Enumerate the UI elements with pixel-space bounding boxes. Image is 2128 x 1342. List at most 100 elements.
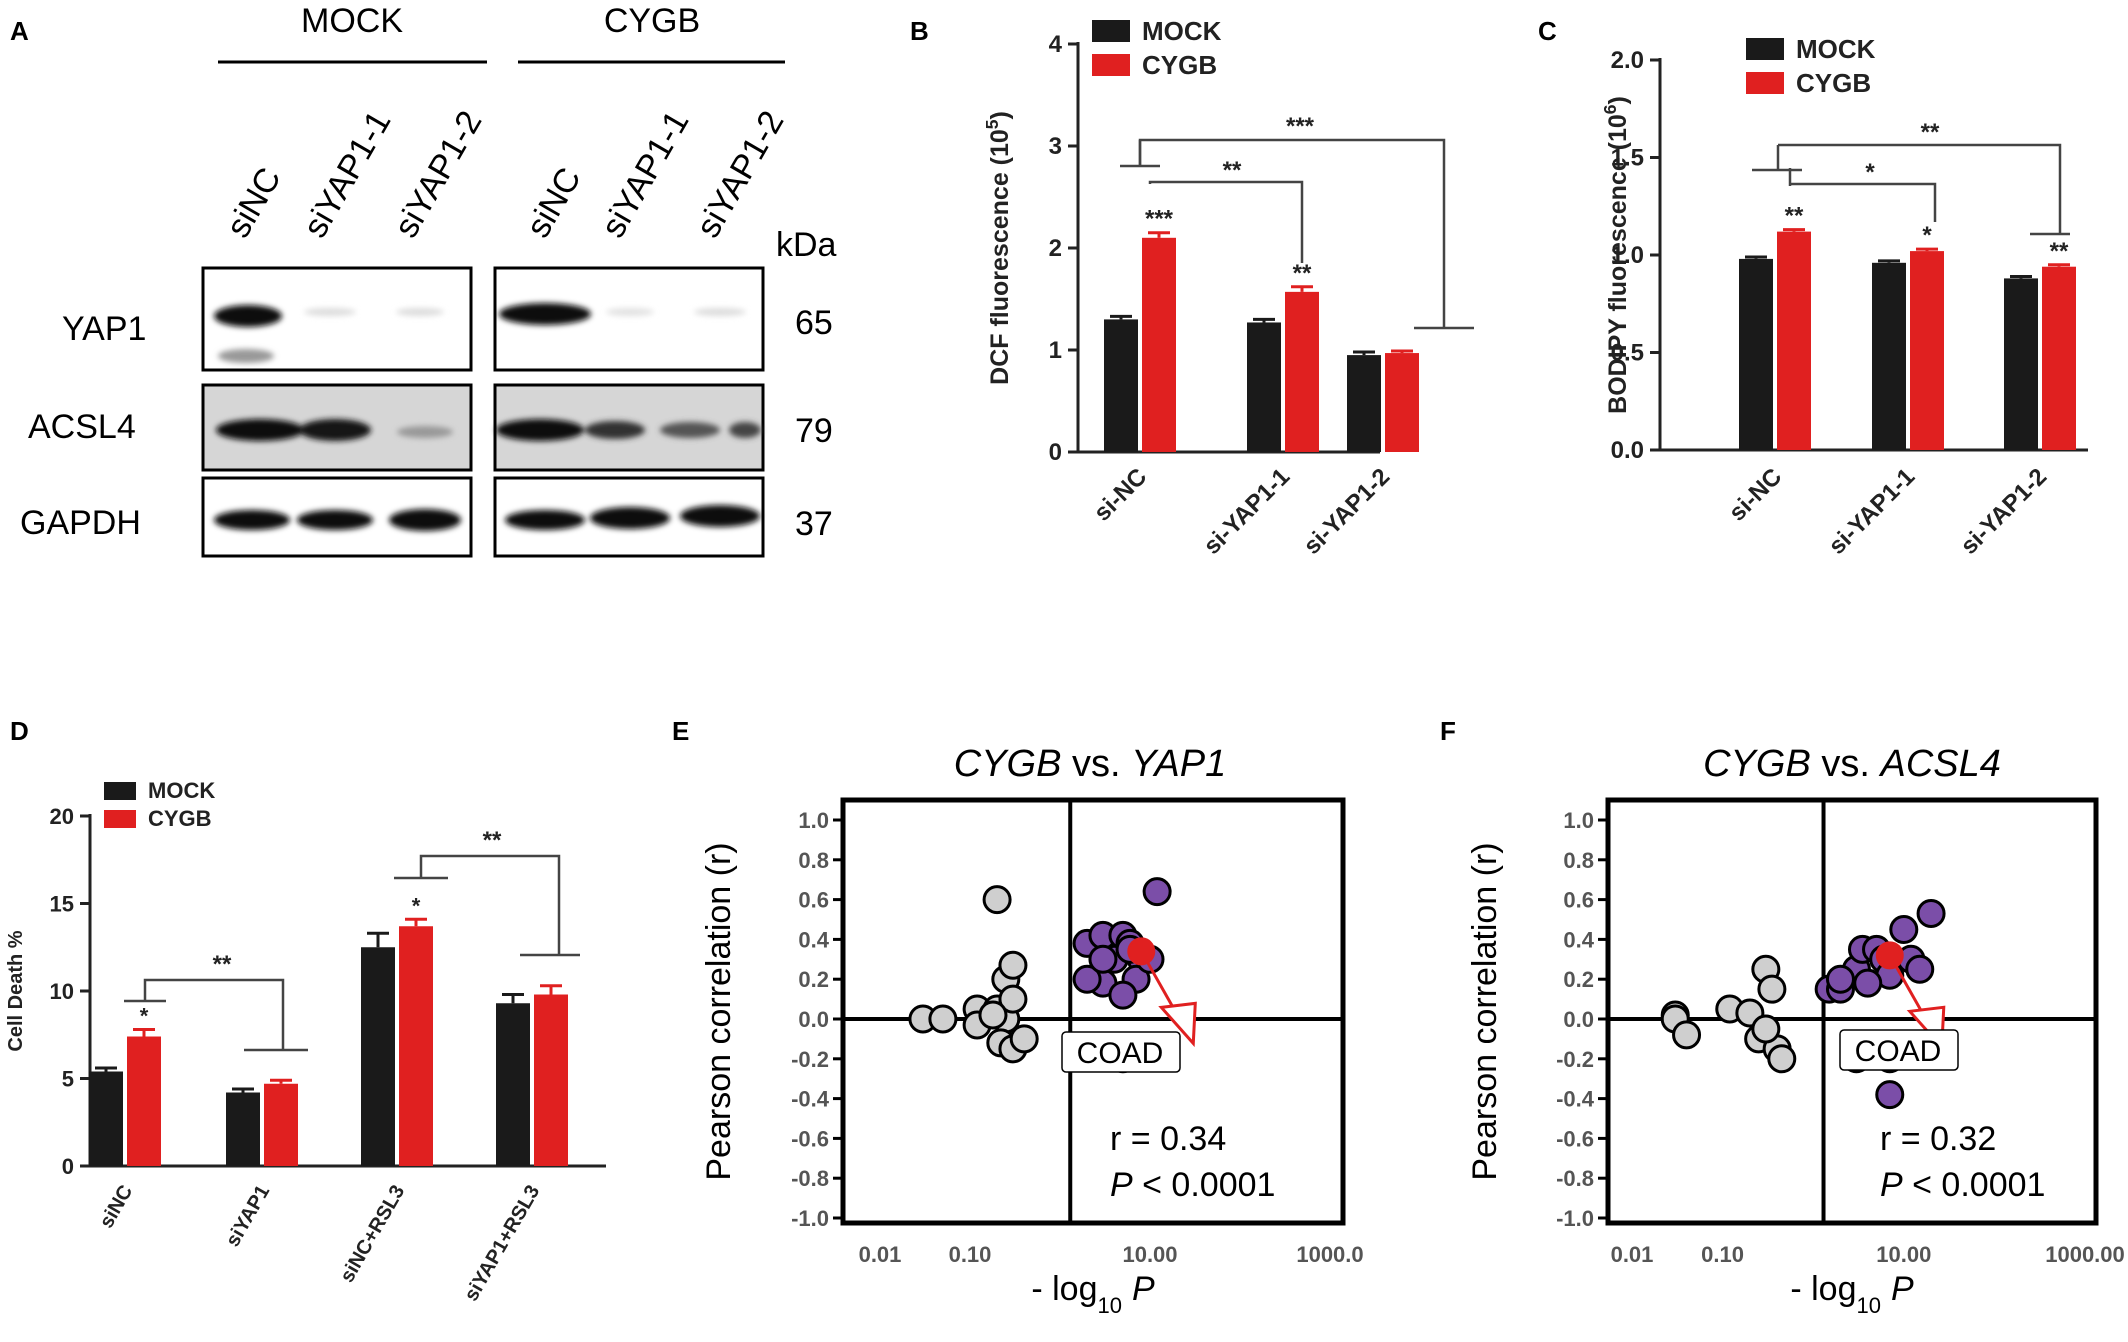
x-tick-label: 10.00 (1122, 1242, 1177, 1267)
chart-title: CYGB vs. YAP1 (954, 743, 1226, 785)
coad-label-box (1839, 1029, 1959, 1071)
y-tick-label: 3 (1049, 133, 1062, 160)
comparison-bracket (1778, 143, 2062, 234)
scatter-point-gray (982, 885, 1012, 915)
y-tick-label: 1.0 (1563, 808, 1594, 833)
blot-kda-header: kDa (776, 226, 837, 264)
category-label: siYAP1 (222, 1182, 275, 1251)
scatter-point-gray (1672, 1020, 1702, 1050)
x-axis-label: - log10 P (1790, 1270, 1914, 1318)
x-tick-label: 0.10 (949, 1242, 992, 1267)
y-tick-label: -0.6 (1556, 1126, 1594, 1151)
y-tick-label: 15 (50, 892, 74, 917)
blot-bands-gapdh (214, 505, 760, 531)
scatter-point-purple (1916, 899, 1946, 929)
y-tick-label: 0.0 (1563, 1007, 1594, 1032)
y-tick-label: 0.2 (1563, 967, 1594, 992)
scatter-point-purple (1088, 944, 1118, 974)
legend-swatch-mock (1092, 20, 1130, 42)
legend-label: CYGB (1796, 68, 1871, 98)
legend-label: MOCK (1796, 34, 1876, 64)
scatter-point-highlight (1875, 941, 1904, 970)
bar-mock (1347, 355, 1381, 452)
scatter-point-gray (998, 950, 1028, 980)
y-tick-label: 20 (50, 804, 74, 829)
significance-star: ** (1293, 260, 1312, 287)
y-axis-label: Cell Death % (5, 930, 27, 1051)
legend-label: MOCK (1142, 16, 1222, 46)
y-tick-label: -1.0 (791, 1206, 829, 1231)
bar-cygb (264, 1083, 298, 1166)
category-label: siNC+RSL3 (336, 1182, 409, 1287)
chart-c: C 0.0 0.5 1.0 1.5 2.0 BODIPY fluorescence (10… (1538, 16, 2088, 560)
panel-a: A MOCK CYGB siNC siYAP1-1 siYAP1-2 siNC … (10, 2, 837, 558)
y-tick-label: 0 (62, 1154, 74, 1179)
scatter-point-gray (998, 984, 1028, 1014)
bar-cygb (1285, 291, 1319, 452)
chart-d: D 0 5 10 15 20 Cell Death % siNC siYAP1 siNC+RSL… (5, 716, 606, 1305)
category-label: si-YAP1-1 (1823, 463, 1920, 560)
bar-mock (89, 1071, 123, 1166)
y-tick-label: 0.4 (1563, 927, 1594, 952)
legend-label: MOCK (148, 778, 215, 803)
stat-p-value: P < 0.0001 (1110, 1166, 1275, 1204)
y-tick-label: 1.5 (1611, 145, 1644, 172)
legend-swatch-cygb (1092, 54, 1130, 76)
category-label: si-NC (1089, 463, 1152, 526)
y-tick-label: -0.2 (1556, 1047, 1594, 1072)
comparison-bracket (419, 854, 561, 955)
blot-protein-label: ACSL4 (28, 408, 136, 446)
y-tick-label: 0.2 (798, 967, 829, 992)
y-tick-label: 0 (1049, 439, 1062, 466)
comparison-star: ** (1921, 119, 1940, 146)
y-tick-label: 0.6 (798, 888, 829, 913)
blot-lane-label: siYAP1-1 (296, 104, 399, 244)
y-tick-label: 2 (1049, 235, 1062, 262)
chart-title: CYGB vs. ACSL4 (1703, 743, 2001, 785)
blot-kda-value: 37 (795, 505, 833, 543)
comparison-star: ** (213, 951, 232, 978)
scatter-point-purple (1108, 980, 1138, 1010)
y-tick-label: 0.4 (798, 927, 829, 952)
x-tick-label: 1000.00 (2045, 1242, 2125, 1267)
y-tick-label: 4 (1049, 31, 1063, 58)
x-tick-label: 1000.0 (1296, 1242, 1363, 1267)
bar-mock (496, 1003, 530, 1166)
comparison-bracket (143, 978, 285, 1050)
plot-frame (840, 797, 1346, 1226)
comparison-star: ** (483, 827, 502, 854)
scatter-point-gray (1767, 1044, 1797, 1074)
y-tick-label: -0.8 (1556, 1166, 1594, 1191)
bar-mock (1247, 322, 1281, 452)
scatter-point-gray (978, 1000, 1008, 1030)
blot-group-mock: MOCK (301, 2, 403, 40)
panel-letter-e: E (672, 716, 689, 746)
bar-mock (1739, 258, 1773, 450)
x-tick-label: 0.10 (1701, 1242, 1744, 1267)
blot-group-cygb: CYGB (604, 2, 700, 40)
scatter-point-highlight (1127, 937, 1156, 966)
y-tick-label: -0.2 (791, 1047, 829, 1072)
chart-f: F 1.0 0.8 0.6 0.4 0.2 0.0 -0.2 -0.4 -0.6 -0.8 -1.0… (1440, 716, 2125, 1318)
comparison-bracket (1148, 180, 1304, 263)
bar-cygb (534, 994, 568, 1166)
comparison-bracket (1138, 138, 1446, 328)
bar-cygb (1777, 231, 1811, 450)
x-axis-label: - log10 P (1031, 1270, 1155, 1318)
comparison-star: *** (1286, 113, 1315, 140)
scatter-point-purple (1875, 1080, 1905, 1110)
plot-frame (1605, 797, 2099, 1226)
scatter-point-purple (1825, 964, 1855, 994)
legend-swatch-mock (1746, 38, 1784, 60)
blot-protein-label: GAPDH (20, 504, 141, 542)
panel-letter-a: A (10, 16, 29, 46)
bar-cygb (399, 926, 433, 1166)
category-label: siYAP1+RSL3 (460, 1182, 544, 1306)
panel-letter-f: F (1440, 716, 1456, 746)
y-axis-label: Pearson correlation (r) (700, 842, 738, 1180)
chart-b: B 0 1 2 3 4 DCF fluorescence (105) si-NC si-YAP… (910, 16, 1474, 560)
bar-cygb (2042, 266, 2076, 450)
comparison-star: ** (1223, 157, 1242, 184)
category-label: si-NC (1724, 463, 1787, 526)
